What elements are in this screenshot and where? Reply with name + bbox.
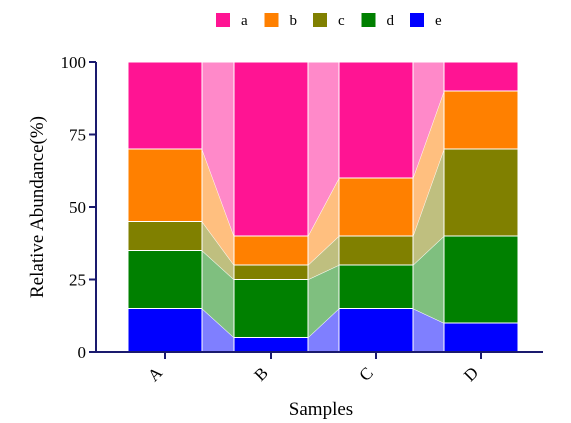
y-tick-label: 75 xyxy=(69,126,86,145)
connector-band-a-B-C xyxy=(308,62,339,236)
y-axis-title: Relative Abundance(%) xyxy=(27,116,48,298)
connector-band-b-A-B xyxy=(202,149,234,265)
y-tick-group: 0 25 50 75 100 xyxy=(61,53,96,362)
bar-segment-a-D xyxy=(443,61,519,92)
legend-label-c: c xyxy=(338,13,345,29)
legend-label-e: e xyxy=(435,13,442,29)
y-tick-label: 0 xyxy=(78,343,87,362)
x-tick-label: C xyxy=(355,363,376,384)
y-tick-label: 25 xyxy=(69,271,86,290)
bar-segment-e-A xyxy=(127,308,203,353)
bar-segment-c-D xyxy=(443,148,519,237)
legend: a b c d e xyxy=(216,13,442,29)
legend-swatch-c xyxy=(313,13,327,27)
connector-band-b-B-C xyxy=(308,178,339,265)
bar-segment-c-C xyxy=(338,235,414,266)
x-tick-label: B xyxy=(250,363,271,384)
connector-band-a-C-D xyxy=(413,62,444,178)
connector-band-c-A-B xyxy=(202,221,234,280)
bar-segment-b-A xyxy=(127,148,203,222)
connector-band-c-B-C xyxy=(308,236,339,280)
x-tick-group: A B C D xyxy=(144,352,482,385)
legend-swatch-d xyxy=(361,13,376,27)
bar-segment-d-C xyxy=(338,264,414,309)
legend-swatch-b xyxy=(264,13,279,27)
bar-group xyxy=(127,61,519,353)
connector-band-d-B-C xyxy=(308,265,339,338)
y-tick-label: 50 xyxy=(69,198,86,217)
bar-segment-d-B xyxy=(233,279,309,338)
x-tick-label: A xyxy=(144,363,167,386)
bar-segment-a-A xyxy=(127,61,203,150)
connector-band-c-C-D xyxy=(413,149,444,265)
legend-label-d: d xyxy=(387,13,395,29)
bar-segment-e-C xyxy=(338,308,414,353)
bar-segment-d-D xyxy=(443,235,519,324)
bar-segment-c-B xyxy=(233,264,309,280)
connector-band-b-C-D xyxy=(413,91,444,236)
bar-segment-b-D xyxy=(443,90,519,150)
legend-label-a: a xyxy=(241,13,248,29)
bar-segment-b-B xyxy=(233,235,309,266)
x-axis-title: Samples xyxy=(289,399,353,420)
connector-band-e-B-C xyxy=(308,308,339,352)
bar-segment-d-A xyxy=(127,250,203,309)
legend-swatch-a xyxy=(216,13,230,27)
connector-band-group xyxy=(201,61,445,352)
connector-band-a-A-B xyxy=(202,62,234,236)
legend-label-b: b xyxy=(290,13,298,29)
bar-segment-a-C xyxy=(338,61,414,179)
bar-segment-e-B xyxy=(233,337,309,353)
connector-band-e-A-B xyxy=(202,308,234,352)
bar-segment-e-D xyxy=(443,322,519,353)
bar-segment-c-A xyxy=(127,221,203,251)
legend-swatch-e xyxy=(410,13,424,27)
y-tick-label: 100 xyxy=(61,53,87,72)
bar-segment-a-B xyxy=(233,61,309,237)
bar-segment-b-C xyxy=(338,177,414,237)
x-tick-label: D xyxy=(460,363,482,385)
